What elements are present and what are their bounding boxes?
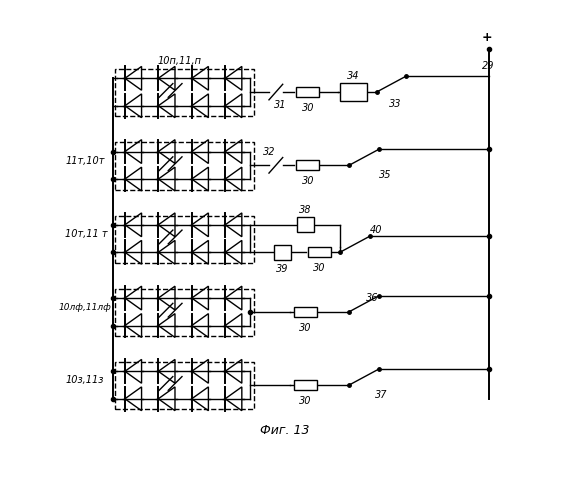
FancyBboxPatch shape [294, 380, 317, 390]
FancyBboxPatch shape [294, 307, 317, 317]
Text: 32: 32 [263, 147, 275, 157]
Text: 39: 39 [276, 264, 289, 274]
Text: Фиг. 13: Фиг. 13 [260, 424, 310, 438]
Text: 34: 34 [348, 70, 360, 81]
Text: 35: 35 [380, 170, 392, 180]
Text: 40: 40 [370, 225, 383, 235]
Text: 37: 37 [375, 390, 388, 400]
Text: 30: 30 [299, 396, 312, 406]
Text: 30: 30 [299, 323, 312, 333]
Text: 10лф,11лф: 10лф,11лф [58, 302, 111, 312]
Text: 10п,11,п: 10п,11,п [158, 56, 202, 66]
Text: +: + [481, 31, 492, 44]
Text: 11т,10т: 11т,10т [65, 156, 105, 166]
FancyBboxPatch shape [274, 245, 291, 260]
Text: 30: 30 [302, 176, 314, 186]
Text: 31: 31 [274, 100, 287, 110]
Text: 30: 30 [313, 264, 325, 274]
FancyBboxPatch shape [340, 84, 368, 101]
FancyBboxPatch shape [296, 160, 319, 170]
Text: 33: 33 [389, 99, 401, 109]
Text: 10т,11 т: 10т,11 т [65, 229, 108, 239]
Text: 38: 38 [299, 204, 312, 214]
FancyBboxPatch shape [297, 218, 314, 232]
FancyBboxPatch shape [296, 87, 319, 97]
Text: 30: 30 [302, 103, 314, 113]
FancyBboxPatch shape [308, 248, 331, 258]
Text: 10з,11з: 10з,11з [65, 376, 104, 386]
Text: 36: 36 [366, 292, 378, 302]
Text: 29: 29 [482, 62, 494, 72]
